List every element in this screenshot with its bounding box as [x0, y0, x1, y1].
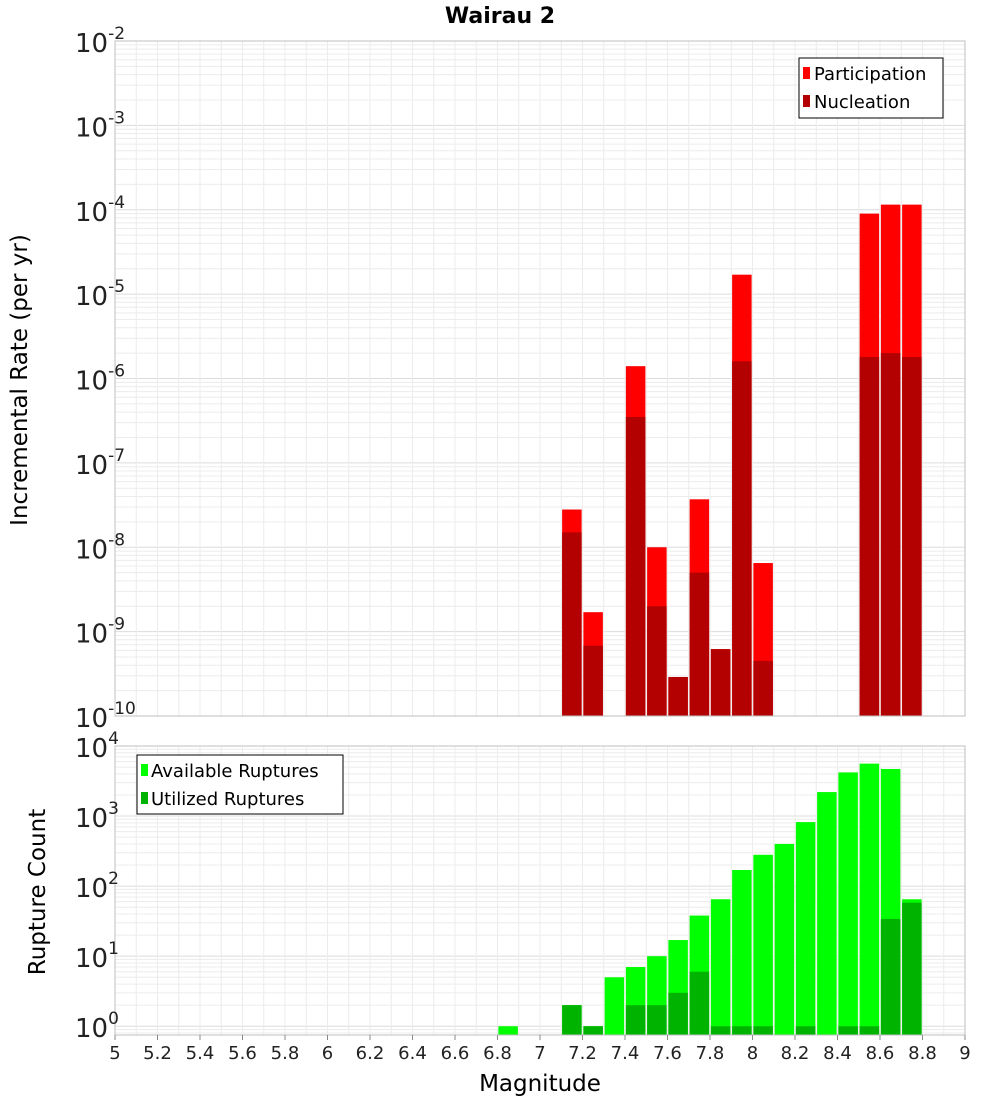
y-tick-label: 100 [75, 1009, 119, 1044]
bar-nucleation [668, 676, 688, 716]
bar-available-ruptures [604, 977, 625, 1035]
bar-available-ruptures [753, 854, 773, 1035]
rupture-count-chart: 104 103 102 101 100 5 5.2 5.4 5.6 5.8 6 6.2 6.4 6.6 6… [25, 729, 971, 1097]
legend-label-participation: Participation [814, 64, 926, 85]
x-tick-label: 5 [109, 1043, 120, 1064]
legend-label-utilized: Utilized Ruptures [151, 789, 304, 810]
y-tick-label: 10-4 [75, 193, 125, 228]
bar-utilized-ruptures [668, 992, 688, 1035]
x-tick-label: 8.2 [781, 1043, 810, 1064]
x-tick-label: 8 [747, 1043, 758, 1064]
incremental-rate-legend: Participation Nucleation [798, 57, 944, 119]
bar-available-ruptures [498, 1026, 518, 1035]
bar-available-ruptures [774, 843, 795, 1035]
bar-nucleation [562, 532, 582, 716]
y-tick-label: 10-8 [75, 530, 125, 565]
legend-swatch-utilized [141, 792, 148, 804]
legend-box [798, 57, 944, 119]
y-tick-label: 10-7 [75, 446, 125, 481]
x-tick-label: 6 [322, 1043, 333, 1064]
legend-label-nucleation: Nucleation [814, 92, 910, 113]
y-tick-label: 10-3 [75, 108, 125, 143]
y-tick-label: 103 [75, 799, 119, 834]
chart-title: Wairau 2 [445, 4, 555, 29]
x-tick-label: 7 [534, 1043, 545, 1064]
bar-available-ruptures [817, 792, 837, 1035]
legend-box [136, 754, 344, 815]
bar-nucleation [583, 645, 603, 716]
bar-available-ruptures [838, 772, 858, 1035]
x-tick-label: 8.6 [866, 1043, 895, 1064]
y-tick-label: 101 [75, 939, 119, 974]
x-tick-label: 9 [959, 1043, 970, 1064]
bar-available-ruptures [859, 763, 880, 1035]
x-tick-label: 7.4 [611, 1043, 640, 1064]
x-tick-label: 5.4 [186, 1043, 215, 1064]
x-tick-label: 8.8 [908, 1043, 937, 1064]
x-tick-label: 6.4 [398, 1043, 427, 1064]
bar-utilized-ruptures [838, 1026, 858, 1035]
bar-utilized-ruptures [902, 902, 922, 1035]
bar-utilized-ruptures [689, 971, 710, 1035]
x-tick-label: 7.6 [653, 1043, 682, 1064]
x-tick-label: 6.6 [441, 1043, 470, 1064]
x-tick-label: 5.8 [271, 1043, 300, 1064]
x-tick-label: 8.4 [823, 1043, 852, 1064]
bar-nucleation [753, 660, 773, 716]
rupture-count-y-axis-title: Rupture Count [25, 809, 51, 975]
magnitude-x-ticks: 5 5.2 5.4 5.6 5.8 6 6.2 6.4 6.6 6.8 7 7.2 7.4 7.6 7.8 8… [109, 1035, 971, 1064]
bar-nucleation [625, 416, 646, 716]
incremental-rate-grid [114, 41, 966, 717]
x-tick-label: 7.2 [568, 1043, 597, 1064]
bar-utilized-ruptures [795, 1026, 816, 1035]
incremental-rate-chart: 10-2 10-3 10-4 10-5 10-6 10-7 10-8 10-9 10-10 Wa… [7, 4, 966, 734]
bar-utilized-ruptures [710, 1026, 731, 1035]
x-axis-title: Magnitude [479, 1071, 601, 1097]
bar-available-ruptures [732, 869, 752, 1035]
incremental-rate-bars [562, 204, 922, 717]
bar-utilized-ruptures [753, 1026, 773, 1035]
y-tick-label: 10-9 [75, 615, 125, 650]
y-tick-label: 104 [75, 729, 119, 764]
y-tick-label: 10-2 [75, 24, 125, 59]
rupture-count-bars [498, 763, 922, 1035]
bar-available-ruptures [710, 899, 731, 1035]
y-tick-label: 10-6 [75, 362, 125, 397]
bar-utilized-ruptures [625, 1005, 646, 1035]
x-tick-label: 7.8 [696, 1043, 725, 1064]
bar-nucleation [710, 649, 731, 716]
bar-nucleation [732, 361, 752, 716]
y-tick-label: 10-10 [75, 699, 136, 734]
bar-utilized-ruptures [859, 1026, 880, 1035]
bar-nucleation [689, 572, 710, 716]
legend-swatch-participation [803, 67, 810, 79]
bar-nucleation [647, 606, 667, 716]
bar-nucleation [859, 356, 880, 716]
incremental-rate-plot-frame [114, 40, 966, 717]
x-tick-label: 6.2 [356, 1043, 385, 1064]
legend-swatch-nucleation [803, 95, 810, 107]
rupture-count-legend: Available Ruptures Utilized Ruptures [136, 754, 344, 815]
y-tick-label: 102 [75, 869, 119, 904]
bar-nucleation [902, 356, 922, 716]
incremental-rate-y-axis-title: Incremental Rate (per yr) [7, 234, 33, 526]
legend-label-available: Available Ruptures [151, 761, 319, 782]
bar-utilized-ruptures [583, 1026, 603, 1035]
x-tick-label: 5.2 [143, 1043, 172, 1064]
incremental-rate-y-ticks: 10-2 10-3 10-4 10-5 10-6 10-7 10-8 10-9 10-10 [75, 24, 136, 734]
bar-nucleation [880, 353, 901, 716]
bar-available-ruptures [795, 822, 816, 1035]
y-tick-label: 10-5 [75, 277, 125, 312]
x-tick-label: 6.8 [483, 1043, 512, 1064]
bar-utilized-ruptures [880, 918, 901, 1035]
bar-utilized-ruptures [732, 1026, 752, 1035]
rupture-count-y-ticks: 104 103 102 101 100 [75, 729, 119, 1044]
x-tick-label: 5.6 [228, 1043, 257, 1064]
bar-utilized-ruptures [562, 1005, 582, 1035]
legend-swatch-available [141, 764, 148, 776]
bar-utilized-ruptures [647, 1005, 667, 1035]
